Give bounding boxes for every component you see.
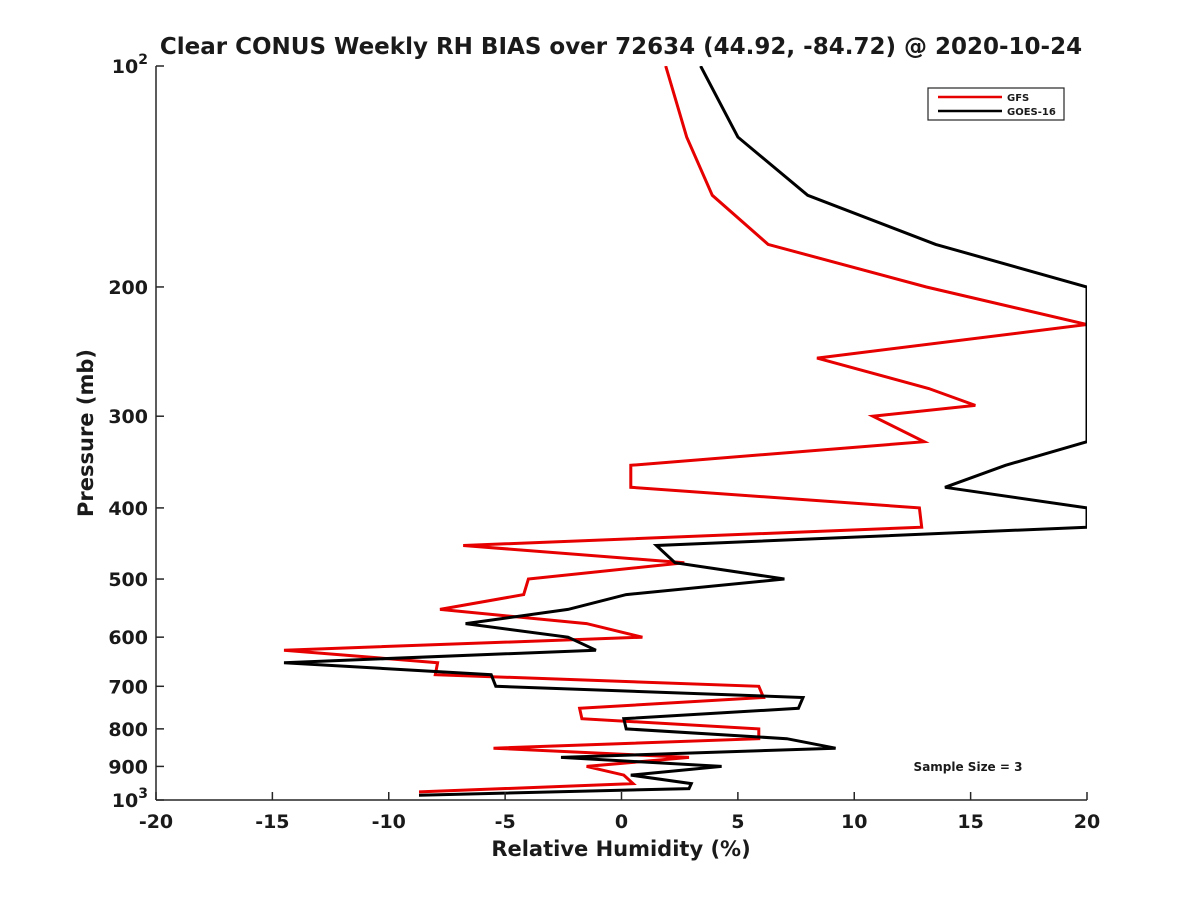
y-tick-label: 900: [108, 756, 148, 778]
x-tick-label: -5: [495, 811, 516, 833]
y-tick-label: 800: [108, 719, 148, 741]
legend-box: [927, 87, 1065, 121]
x-tick-label: 10: [841, 811, 867, 833]
x-tick-label: 15: [957, 811, 983, 833]
y-ticks: 102 200 300 400 500 600 700 800 900 103: [108, 52, 164, 812]
legend-label-goes-16: GOES-16: [1007, 107, 1056, 118]
x-tick-label: -10: [372, 811, 406, 833]
x-tick-label: -15: [255, 811, 289, 833]
x-tick-label: 20: [1074, 811, 1100, 833]
x-tick-label: 5: [731, 811, 744, 833]
series-line-gfs: [283, 66, 1087, 794]
y-tick-label: 102: [112, 52, 148, 78]
legend-label-gfs: GFS: [1007, 93, 1029, 104]
legend: GFS GOES-16: [927, 87, 1065, 121]
y-axis-label: Pressure (mb): [74, 349, 98, 517]
y-tick-label: 500: [108, 569, 148, 591]
y-tick-label: 103: [112, 786, 148, 812]
sample-size-annotation: Sample Size = 3: [914, 760, 1023, 774]
x-ticks: -20 -15 -10 -5 0 5 10 15 20: [139, 792, 1100, 833]
y-tick-label: 700: [108, 676, 148, 698]
x-tick-label: -20: [139, 811, 173, 833]
x-tick-label: 0: [615, 811, 628, 833]
y-tick-label: 200: [108, 277, 148, 299]
series-line-goes-16: [283, 66, 1087, 797]
y-tick-label: 400: [108, 498, 148, 520]
x-axis-label: Relative Humidity (%): [491, 837, 750, 861]
series-layer: [283, 66, 1087, 797]
chart-title: Clear CONUS Weekly RH BIAS over 72634 (4…: [160, 34, 1082, 60]
y-tick-label: 300: [108, 406, 148, 428]
y-tick-label: 600: [108, 627, 148, 649]
